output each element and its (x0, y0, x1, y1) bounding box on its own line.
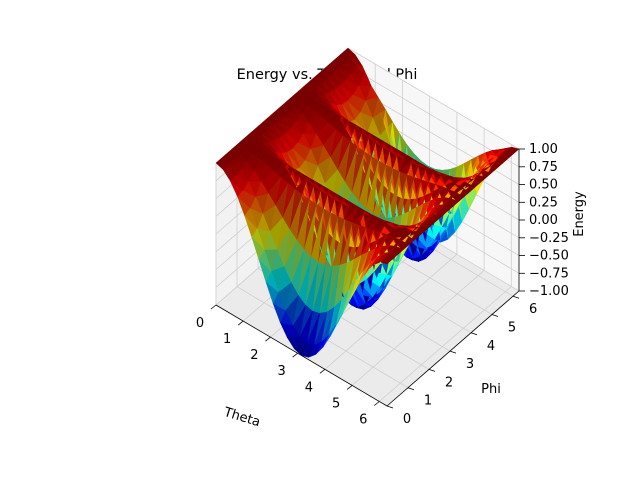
surface-facet (270, 110, 284, 117)
x-tick (237, 320, 244, 326)
wall-grid-line (347, 65, 520, 168)
surface-facet (215, 157, 229, 165)
y-tick (512, 295, 520, 299)
z-axis-label: Energy (572, 191, 587, 237)
y-tick (407, 387, 415, 391)
x-tick (292, 352, 298, 358)
surface-facet (298, 86, 312, 92)
y-tick-label: 4 (487, 339, 495, 354)
surface-facet (232, 143, 246, 149)
y-axis-label: Phi (481, 382, 501, 397)
surface-facet (254, 124, 268, 131)
y-tick-label: 3 (466, 357, 474, 372)
y-tick-label: 5 (508, 321, 516, 336)
surface-facet (342, 47, 356, 55)
x-tick (265, 336, 271, 342)
y-tick (470, 332, 478, 336)
x-tick-label: 1 (223, 332, 231, 347)
y-tick-label: 1 (424, 394, 432, 409)
floor-grid-line (379, 286, 512, 402)
z-tick-label: 0.25 (529, 195, 558, 210)
y-tick (491, 314, 499, 317)
surface-facet (237, 138, 251, 145)
surface-facet (226, 148, 240, 155)
x-tick-label: 5 (332, 396, 340, 411)
y-tick (386, 405, 394, 409)
surface-facet (221, 153, 235, 160)
surface-facet (248, 129, 262, 135)
z-tick-label: −0.50 (529, 249, 569, 264)
surface-facet (336, 52, 350, 59)
x-tick (346, 385, 353, 390)
z-tick-label: −0.25 (529, 231, 569, 246)
wall-grid-line (347, 47, 520, 150)
surface-facet (287, 95, 301, 101)
y-tick (449, 350, 457, 354)
energy-surface (215, 47, 520, 358)
z-tick-label: −0.75 (529, 266, 569, 281)
x-tick-label: 3 (277, 364, 285, 379)
x-tick-label: 2 (250, 348, 258, 363)
surface-facet (314, 71, 328, 79)
y-tick-label: 2 (445, 375, 453, 390)
z-tick-label: 0.75 (529, 160, 558, 175)
x-axis-label: Theta (221, 405, 262, 431)
surface-facet (303, 81, 317, 88)
z-tick-label: 0.00 (529, 213, 558, 228)
x-tick (374, 401, 380, 406)
surface-facet (320, 66, 334, 75)
surface-facet (331, 57, 345, 64)
x-tick-label: 4 (305, 380, 313, 395)
z-tick-label: −1.00 (529, 284, 569, 299)
y-tick-label: 6 (529, 302, 537, 317)
tick-marks (210, 148, 525, 409)
y-tick-label: 0 (403, 412, 411, 427)
x-tick-label: 0 (196, 316, 204, 331)
z-tick-label: 0.50 (529, 178, 558, 193)
y-tick (428, 369, 436, 372)
x-tick (210, 304, 217, 310)
surface-facet (259, 119, 273, 127)
floor-grid-line (324, 253, 458, 370)
surface-facet (251, 236, 265, 260)
x-tick (319, 368, 326, 374)
x-tick-label: 6 (359, 413, 367, 428)
surface-facet (265, 114, 279, 122)
floor-grid-line (351, 270, 485, 386)
surface-facet (243, 133, 257, 140)
surface-facet (276, 105, 290, 112)
z-tick-label: 1.00 (529, 142, 558, 157)
y-axis-line (386, 290, 520, 407)
